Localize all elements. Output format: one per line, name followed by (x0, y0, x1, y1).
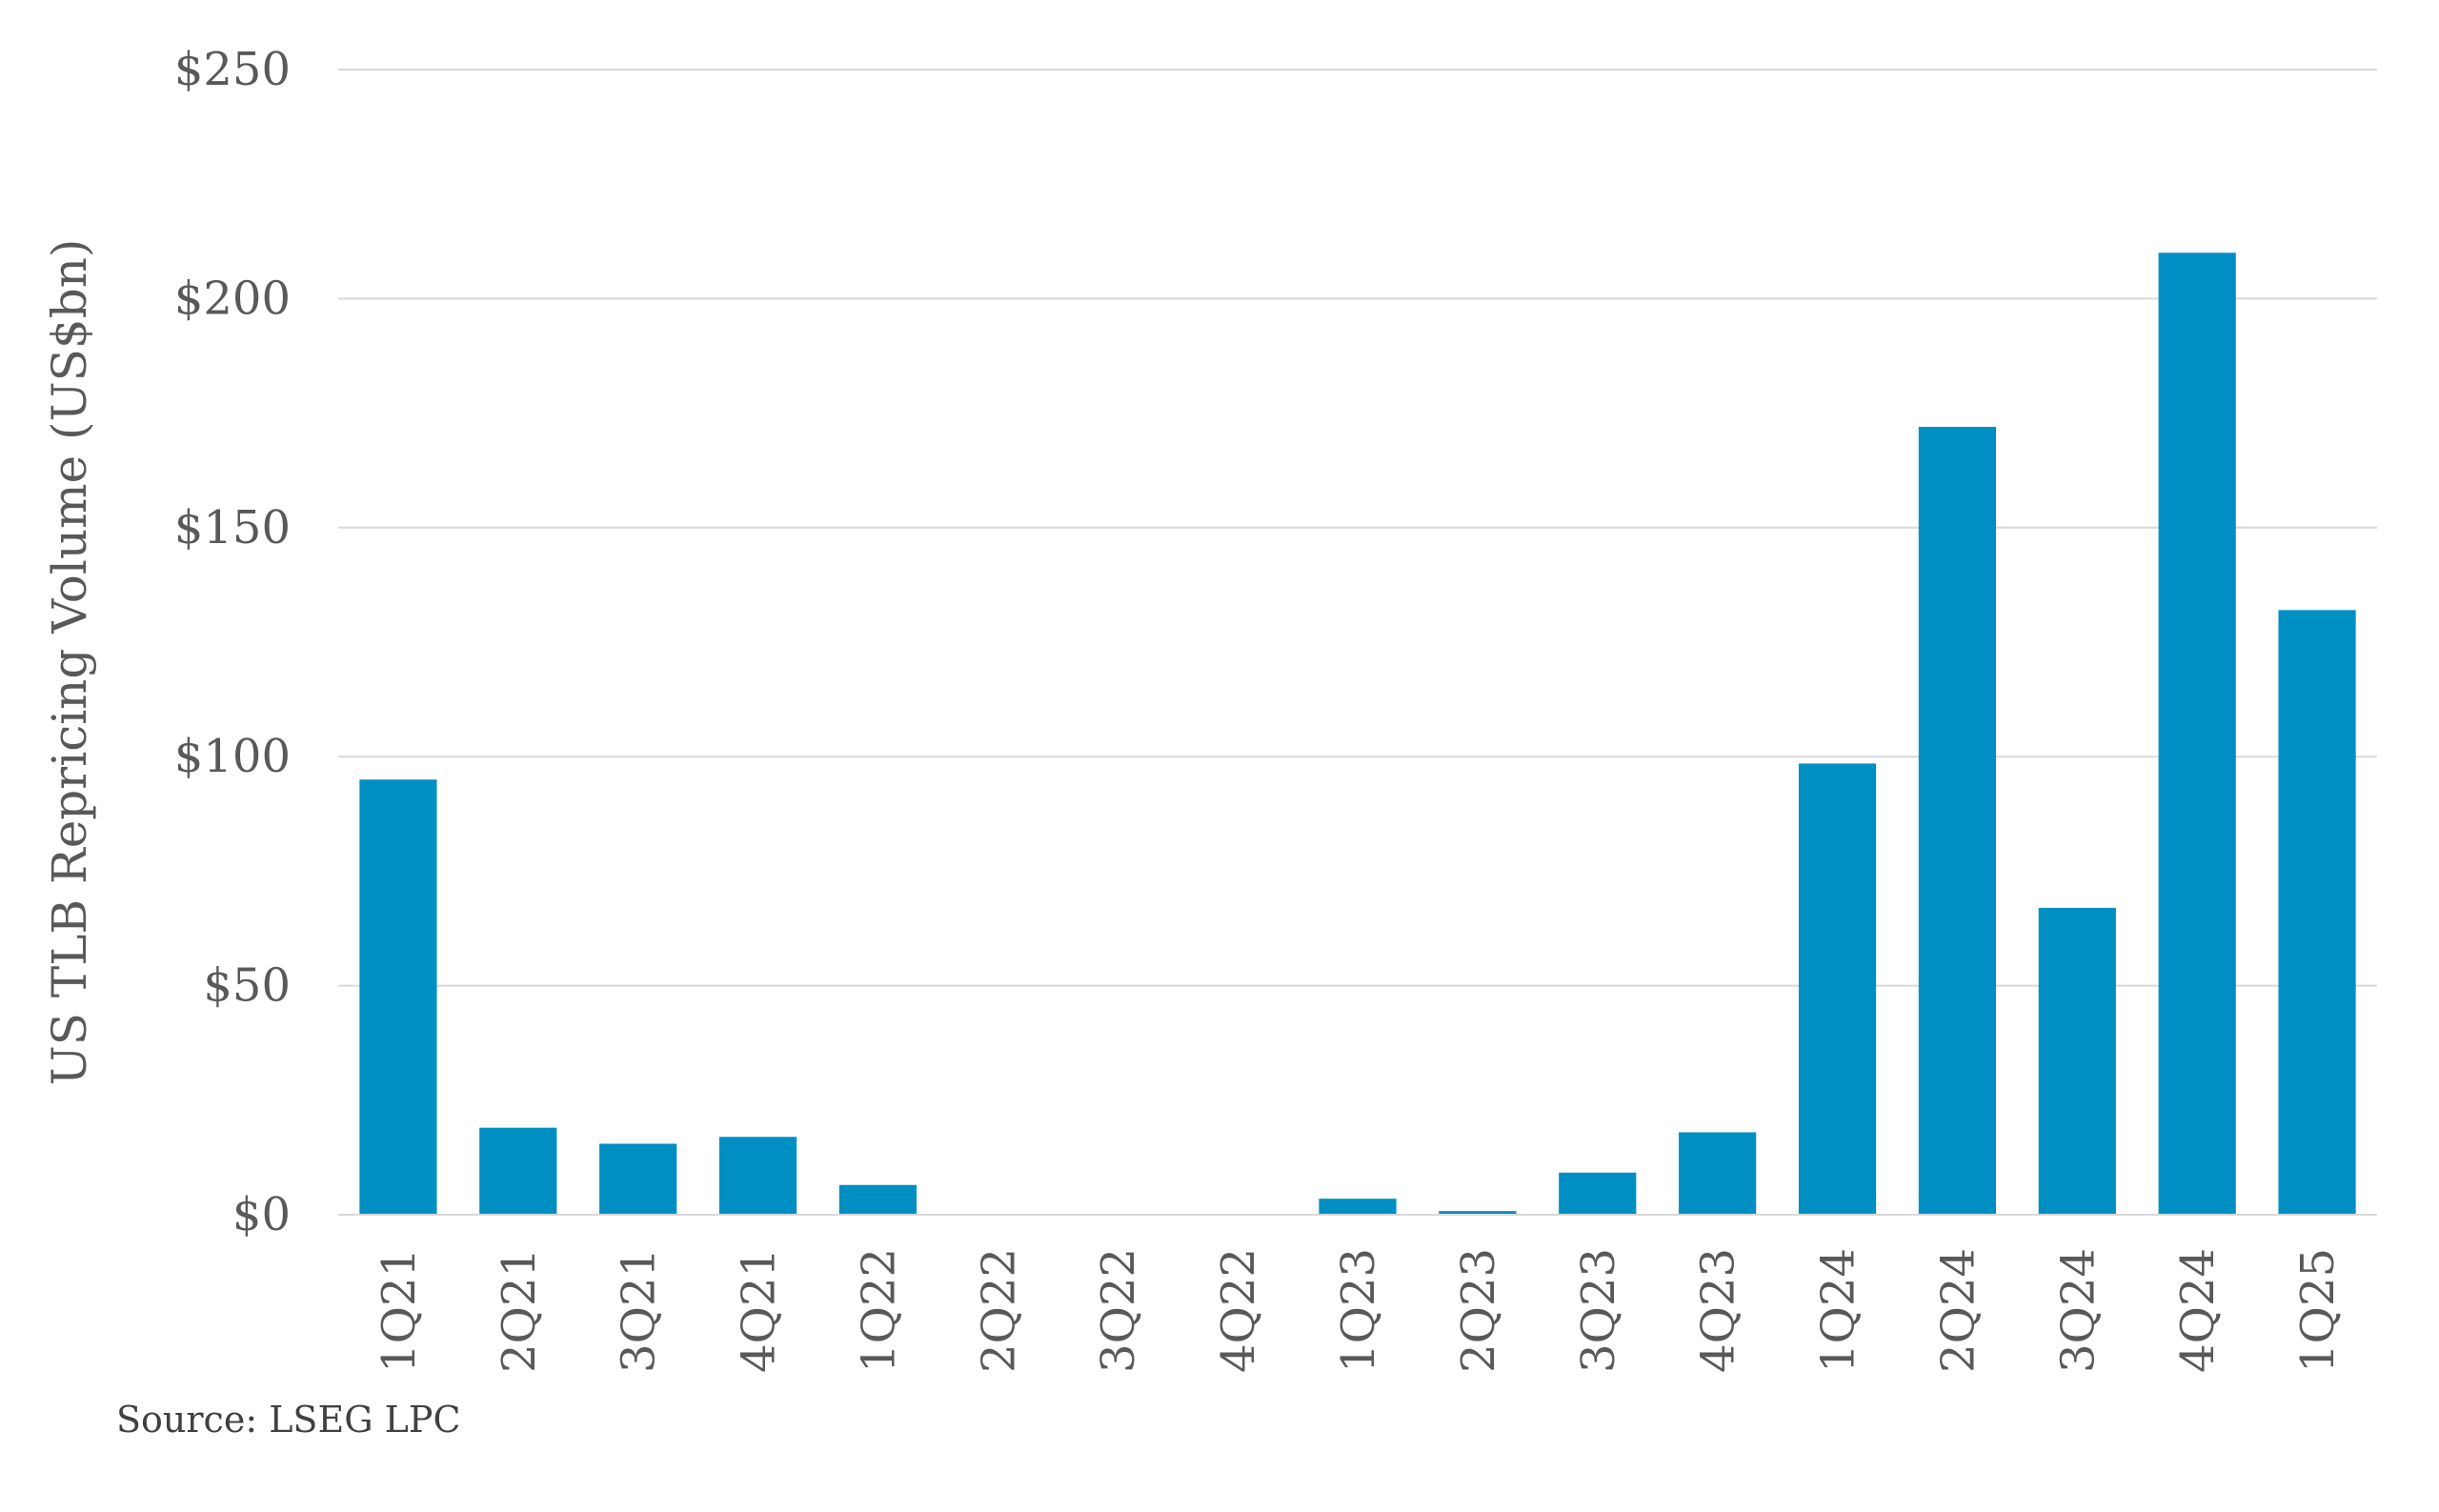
x-tick-label: 1Q21 (373, 1248, 426, 1373)
bar (1679, 1132, 1757, 1215)
bars (359, 252, 2356, 1215)
x-tick-label: 2Q21 (493, 1248, 546, 1373)
x-tick-label: 3Q21 (613, 1248, 666, 1373)
x-tick-label: 3Q24 (2051, 1248, 2105, 1373)
x-tick-label: 2Q23 (1452, 1248, 1505, 1373)
y-tick-label: $150 (174, 501, 291, 554)
bar (1439, 1211, 1517, 1215)
y-tick-label: $0 (232, 1188, 291, 1241)
bar (599, 1143, 677, 1215)
source-note: Source: LSEG LPC (116, 1399, 461, 1441)
bar (2278, 610, 2356, 1215)
bar (838, 1184, 917, 1215)
x-tick-label: 3Q23 (1572, 1248, 1625, 1373)
x-tick-label: 4Q21 (733, 1248, 786, 1373)
x-tick-label: 1Q22 (852, 1248, 905, 1373)
bar (1918, 427, 1997, 1215)
y-tick-label: $200 (174, 272, 291, 325)
x-tick-label: 4Q24 (2171, 1248, 2225, 1373)
bar (2038, 907, 2116, 1215)
y-tick-label: $250 (174, 43, 291, 96)
x-tick-label: 2Q22 (972, 1248, 1025, 1373)
x-tick-label: 3Q22 (1092, 1248, 1145, 1373)
x-tick-label: 4Q23 (1692, 1248, 1745, 1373)
x-tick-label: 2Q24 (1931, 1248, 1985, 1373)
x-tick-label: 1Q23 (1332, 1248, 1385, 1373)
bar (718, 1137, 797, 1215)
gridlines (338, 69, 2377, 987)
bar (479, 1127, 557, 1215)
bar (2158, 252, 2236, 1215)
bar (1559, 1172, 1637, 1215)
y-tick-label: $50 (203, 959, 291, 1013)
x-tick-label: 1Q25 (2291, 1248, 2345, 1373)
y-tick-label: $100 (174, 730, 291, 783)
bar (1319, 1199, 1397, 1215)
bar (359, 779, 437, 1215)
x-tick-label: 1Q24 (1812, 1248, 1865, 1373)
bar (1798, 763, 1877, 1215)
y-axis-ticks: $0 $50 $100 $150 $200 $250 (174, 43, 291, 1241)
y-axis-title: US TLB Repricing Volume (US$bn) (42, 239, 97, 1086)
x-axis-ticks: 1Q21 2Q21 3Q21 4Q21 1Q22 2Q22 3Q22 4Q22 1Q23 2Q23… (373, 1248, 2345, 1373)
x-tick-label: 4Q22 (1212, 1248, 1265, 1373)
